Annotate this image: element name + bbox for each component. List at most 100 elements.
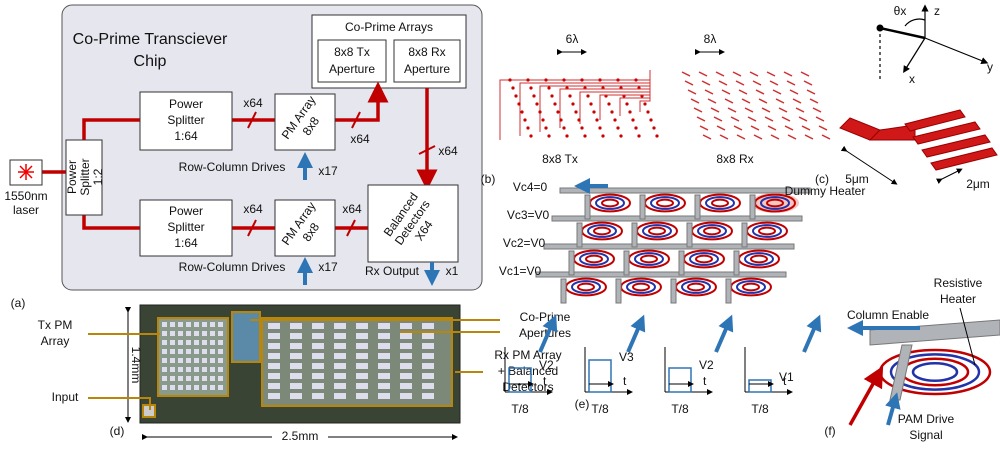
drive-label: PAM Drive bbox=[898, 412, 955, 426]
column-bus bbox=[569, 251, 574, 275]
cell bbox=[162, 376, 167, 381]
rx-antenna bbox=[739, 90, 747, 94]
cell bbox=[422, 393, 434, 399]
cell bbox=[186, 322, 191, 327]
antenna bbox=[592, 110, 595, 113]
cell bbox=[422, 323, 434, 329]
pulse-period: T/8 bbox=[511, 402, 529, 416]
rx-antenna bbox=[765, 117, 773, 121]
column-bus bbox=[585, 195, 590, 219]
figure: Co-Prime Transciever Chip Co-Prime Array… bbox=[0, 0, 1000, 446]
rx-aperture: Aperture bbox=[404, 62, 450, 76]
cell bbox=[194, 340, 199, 345]
cell bbox=[400, 363, 412, 369]
cell bbox=[170, 331, 175, 336]
cell bbox=[290, 383, 302, 389]
antenna bbox=[559, 118, 562, 121]
cell bbox=[194, 349, 199, 354]
antenna bbox=[547, 134, 550, 137]
antenna bbox=[577, 118, 580, 121]
cell bbox=[356, 343, 368, 349]
cell bbox=[400, 373, 412, 379]
panel-label: (a) bbox=[11, 296, 26, 310]
antenna bbox=[601, 134, 604, 137]
pulse-level: V2 bbox=[539, 358, 554, 372]
spiral bbox=[704, 228, 720, 235]
antenna bbox=[580, 126, 583, 129]
cell bbox=[378, 353, 390, 359]
cell bbox=[268, 333, 280, 339]
drive-label: Row-Column Drives bbox=[179, 160, 286, 174]
row-voltage: Vc4=0 bbox=[513, 180, 548, 194]
drive-label: Row-Column Drives bbox=[179, 260, 286, 274]
cell bbox=[170, 340, 175, 345]
spiral bbox=[578, 284, 594, 291]
row-voltage: Vc2=V0 bbox=[503, 236, 546, 250]
pulse-axis-label: t bbox=[703, 374, 707, 388]
cell bbox=[268, 323, 280, 329]
cell bbox=[312, 373, 324, 379]
cell bbox=[162, 358, 167, 363]
cell bbox=[170, 376, 175, 381]
cell bbox=[162, 322, 167, 327]
column-bus bbox=[695, 195, 700, 219]
width-label: 2.5mm bbox=[282, 429, 319, 443]
cell bbox=[210, 376, 215, 381]
spiral bbox=[586, 256, 602, 263]
rx-antenna bbox=[719, 81, 727, 85]
antenna bbox=[568, 94, 571, 97]
cell bbox=[268, 343, 280, 349]
tx-pm-label: Array bbox=[41, 334, 70, 348]
cell bbox=[170, 322, 175, 327]
cell bbox=[312, 333, 324, 339]
rx-antenna bbox=[753, 81, 761, 85]
rx-antenna bbox=[788, 135, 796, 139]
spiral bbox=[657, 200, 673, 207]
antenna bbox=[619, 134, 622, 137]
cell bbox=[356, 353, 368, 359]
cell bbox=[218, 331, 223, 336]
cell bbox=[202, 385, 207, 390]
heater-label: Heater bbox=[940, 292, 976, 306]
cell bbox=[268, 383, 280, 389]
cell bbox=[290, 323, 302, 329]
cell bbox=[218, 349, 223, 354]
blue-arrow bbox=[804, 322, 817, 352]
cell bbox=[210, 358, 215, 363]
antenna bbox=[643, 102, 646, 105]
cell bbox=[422, 383, 434, 389]
rx-antenna bbox=[816, 117, 824, 121]
tx-array bbox=[158, 318, 228, 396]
cell bbox=[312, 363, 324, 369]
laser-label: 1550nm bbox=[4, 189, 47, 203]
splitter-label: Power bbox=[169, 97, 203, 111]
width-label: 2μm bbox=[966, 177, 990, 191]
antenna bbox=[544, 126, 547, 129]
spiral bbox=[602, 200, 618, 207]
fanout: x64 bbox=[350, 132, 370, 146]
rx-pitch: 8λ bbox=[704, 32, 717, 46]
tx-pm-label: Tx PM bbox=[38, 318, 73, 332]
pulse bbox=[669, 368, 691, 392]
antenna bbox=[511, 86, 514, 89]
column-bus bbox=[577, 223, 582, 247]
rx-antenna bbox=[733, 72, 741, 76]
cell bbox=[194, 322, 199, 327]
rx-antenna bbox=[762, 108, 770, 112]
column-bus bbox=[616, 279, 621, 303]
rx-antenna bbox=[688, 90, 696, 94]
splitter-label: Splitter bbox=[78, 158, 92, 195]
panel-label: (e) bbox=[575, 397, 590, 411]
column-bus bbox=[726, 279, 731, 303]
dimension bbox=[940, 170, 960, 180]
theta: θx bbox=[894, 4, 907, 18]
column-bus bbox=[742, 223, 747, 247]
cell bbox=[334, 343, 346, 349]
cell bbox=[194, 358, 199, 363]
axis-name: z bbox=[934, 4, 940, 18]
laser-star bbox=[18, 164, 34, 180]
rx-antenna bbox=[736, 81, 744, 85]
rx-antenna bbox=[771, 135, 779, 139]
cell bbox=[356, 323, 368, 329]
cell bbox=[422, 353, 434, 359]
